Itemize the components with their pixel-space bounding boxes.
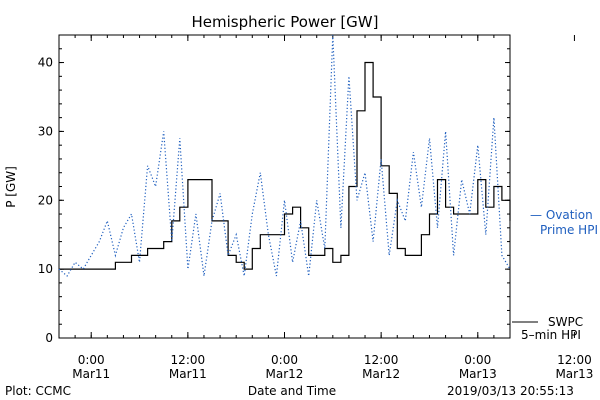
y-axis: 0 10 20 30 40 — [38, 34, 510, 345]
x-tick-time-label: 12:00 — [557, 353, 592, 367]
legend-swpc: SWPC 5–min HPI — [512, 315, 583, 342]
legend-ovation-line1: — Ovation — [530, 208, 593, 222]
series-line-ovation-prime-hpi — [58, 34, 511, 277]
x-tick-time-label: 12:00 — [171, 353, 206, 367]
legend-swpc-line1: SWPC — [548, 315, 583, 329]
x-tick-time-label: 12:00 — [364, 353, 399, 367]
footer-plot-source: Plot: CCMC — [5, 384, 71, 398]
x-tick-date-label: Mar11 — [72, 367, 110, 381]
series-line-swpc-hpi — [59, 61, 511, 270]
series-layer — [58, 34, 511, 277]
x-tick-date-label: Mar13 — [459, 367, 497, 381]
x-tick-date-label: Mar12 — [362, 367, 400, 381]
y-tick-label: 20 — [38, 193, 53, 207]
legend-ovation: — Ovation Prime HPI — [530, 208, 598, 237]
legend-swpc-line2: 5–min HPI — [521, 328, 581, 342]
plot-frame — [58, 34, 511, 339]
x-axis: 0:00Mar1112:00Mar110:00Mar1212:00Mar120:… — [58, 35, 593, 381]
y-tick-label: 0 — [45, 331, 53, 345]
y-tick-label: 10 — [38, 262, 53, 276]
x-tick-time-label: 0:00 — [271, 353, 298, 367]
x-tick-time-label: 0:00 — [78, 353, 105, 367]
x-tick-date-label: Mar13 — [555, 367, 593, 381]
x-axis-label: Date and Time — [248, 384, 336, 398]
y-tick-label: 30 — [38, 124, 53, 138]
y-tick-label: 40 — [38, 56, 53, 70]
legend-ovation-line2: Prime HPI — [540, 223, 598, 237]
y-axis-label: P [GW] — [4, 166, 18, 208]
chart-title: Hemispheric Power [GW] — [192, 13, 379, 31]
footer-timestamp: 2019/03/13 20:55:13 — [447, 384, 574, 398]
x-tick-date-label: Mar11 — [169, 367, 207, 381]
x-tick-time-label: 0:00 — [464, 353, 491, 367]
x-tick-date-label: Mar12 — [266, 367, 304, 381]
